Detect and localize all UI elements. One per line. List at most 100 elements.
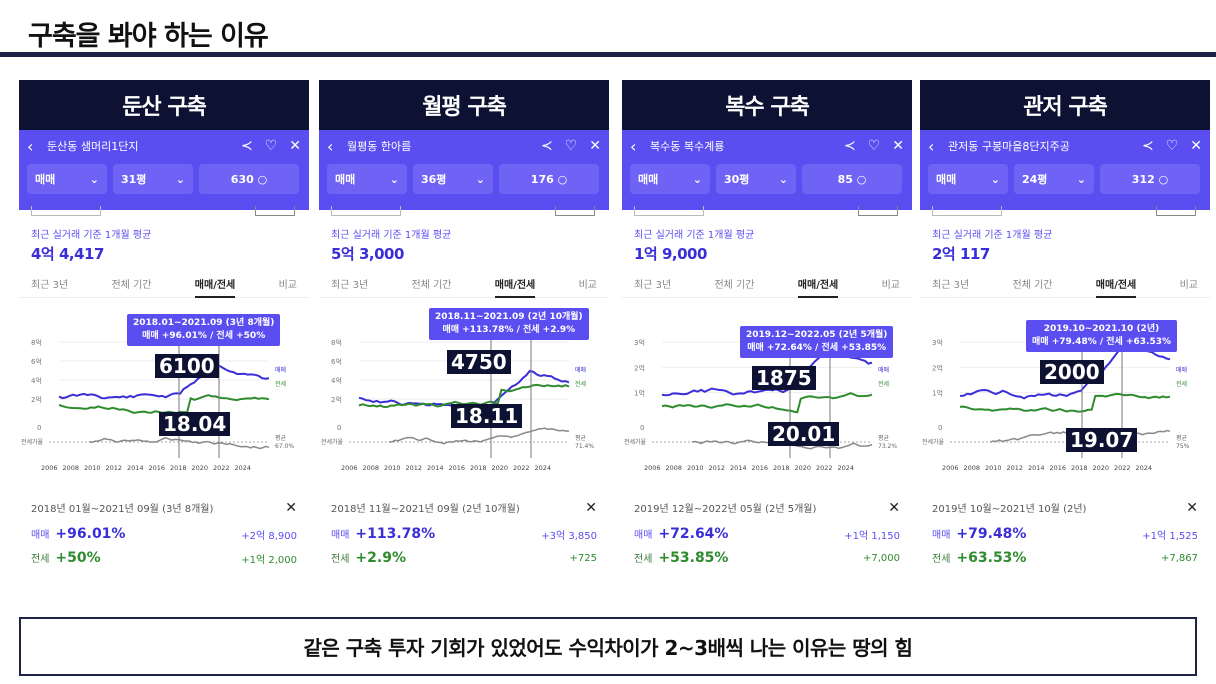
app-screenshot-header: ‹ 복수동 복수계룡 ≺ ♡ ✕ 매매 ⌄ 30평 ⌄ 85 <box>622 130 912 210</box>
avg-value: 73.2% <box>878 443 897 450</box>
sale-change-row: 매매 +96.01% +2억 8,900 <box>19 522 309 546</box>
tab-recent-3y[interactable]: 최근 3년 <box>31 280 69 291</box>
y-tick-label: 0 <box>938 424 942 432</box>
back-icon[interactable]: ‹ <box>630 136 637 156</box>
price-annotation: 1875 <box>752 366 816 390</box>
y-tick-label: 1억 <box>932 390 943 398</box>
x-tick-label: 2022 <box>1114 464 1131 472</box>
legend-sale: 매매 <box>1176 366 1187 374</box>
tab-recent-3y[interactable]: 최근 3년 <box>634 280 672 291</box>
comparison-panel: 관저 구축 ‹ 관저동 구봉마을8단지주공 ≺ ♡ ✕ 매매 ⌄ 24평 ⌄ <box>920 80 1210 585</box>
tab-compare[interactable]: 비교 <box>1179 280 1198 291</box>
price-chart: 8억 6억 4억 2억 0 매매 전세 전세가율 평균 67.0% 2006 2008 2010 2012… <box>19 298 309 488</box>
bell-icon[interactable]: ♡ <box>564 138 578 154</box>
x-tick-label: 2016 <box>149 464 166 472</box>
tab-compare[interactable]: 비교 <box>578 280 597 291</box>
lease-change-row: 전세 +2.9% +725 <box>319 546 609 570</box>
tab-all-period[interactable]: 전체 기간 <box>411 280 452 291</box>
x-tick-label: 2016 <box>1050 464 1067 472</box>
tab-recent-3y[interactable]: 최근 3년 <box>932 280 970 291</box>
panel-header: 월평 구축 <box>319 80 609 130</box>
average-price: 2억 117 <box>932 245 990 263</box>
households-badge[interactable]: 630 ○ <box>199 164 299 194</box>
tab-compare[interactable]: 비교 <box>278 280 297 291</box>
close-icon[interactable]: ✕ <box>1190 138 1202 154</box>
chevron-down-icon: ⌄ <box>475 172 485 186</box>
chat-icon: ○ <box>1154 172 1169 186</box>
households-badge[interactable]: 85 ○ <box>802 164 902 194</box>
share-icon[interactable]: ≺ <box>540 138 553 154</box>
avg-label: 평균 <box>1176 434 1188 442</box>
average-price: 5억 3,000 <box>331 245 404 263</box>
households-badge[interactable]: 176 ○ <box>499 164 599 194</box>
deal-type-value: 매매 <box>936 173 957 186</box>
x-tick-label: 2014 <box>730 464 747 472</box>
period-tooltip: 2019.12~2022.05 (2년 5개월) 매매 +72.64% / 전세… <box>740 326 894 358</box>
share-icon[interactable]: ≺ <box>1141 138 1154 154</box>
y-tick-label: 8억 <box>331 339 342 347</box>
sale-label: 매매 <box>331 530 350 541</box>
sale-change-row: 매매 +72.64% +1억 1,150 <box>622 522 912 546</box>
price-subtitle: 최근 실거래 기준 1개월 평균 <box>331 230 452 241</box>
app-screenshot-header: ‹ 월평동 한아름 ≺ ♡ ✕ 매매 ⌄ 36평 ⌄ 176 <box>319 130 609 210</box>
size-select[interactable]: 30평 ⌄ <box>716 164 796 194</box>
x-tick-label: 2008 <box>964 464 981 472</box>
avg-label: 평균 <box>275 434 287 442</box>
sale-amount: +1억 1,150 <box>844 530 900 542</box>
period-range: 2018년 01월~2021년 09월 (3년 8개월) <box>31 504 214 515</box>
deal-type-select[interactable]: 매매 ⌄ <box>630 164 710 194</box>
size-select[interactable]: 36평 ⌄ <box>413 164 493 194</box>
close-icon[interactable]: ✕ <box>285 500 297 516</box>
chevron-down-icon: ⌄ <box>175 172 185 186</box>
apartment-name: 복수동 복수계룡 <box>650 140 725 153</box>
share-icon[interactable]: ≺ <box>843 138 856 154</box>
close-icon[interactable]: ✕ <box>888 500 900 516</box>
tab-compare[interactable]: 비교 <box>881 280 900 291</box>
households-value: 176 <box>530 172 554 186</box>
tooltip-detail: 매매 +96.01% / 전세 +50% <box>142 331 266 341</box>
tab-sale-lease[interactable]: 매매/전세 <box>797 276 839 298</box>
close-icon[interactable]: ✕ <box>589 138 601 154</box>
bell-icon[interactable]: ♡ <box>1165 138 1179 154</box>
period-summary: 2018년 01월~2021년 09월 (3년 8개월) ✕ <box>19 488 309 522</box>
lease-ratio-label: 전세가율 <box>321 438 344 446</box>
x-tick-label: 2018 <box>470 464 487 472</box>
sale-amount: +1억 1,525 <box>1142 530 1198 542</box>
x-tick-label: 2010 <box>84 464 101 472</box>
lease-label: 전세 <box>331 554 350 565</box>
back-icon[interactable]: ‹ <box>27 136 34 156</box>
tab-recent-3y[interactable]: 최근 3년 <box>331 280 369 291</box>
bell-icon[interactable]: ♡ <box>867 138 881 154</box>
lease-change-row: 전세 +53.85% +7,000 <box>622 546 912 570</box>
tab-all-period[interactable]: 전체 기간 <box>714 280 755 291</box>
period-tooltip: 2018.01~2021.09 (3년 8개월) 매매 +96.01% / 전세… <box>127 314 281 346</box>
bell-icon[interactable]: ♡ <box>264 138 278 154</box>
back-icon[interactable]: ‹ <box>327 136 334 156</box>
size-select[interactable]: 31평 ⌄ <box>113 164 193 194</box>
chart-tabs: 최근 3년 전체 기간 매매/전세 비교 <box>920 264 1210 298</box>
households-badge[interactable]: 312 ○ <box>1100 164 1200 194</box>
tab-sale-lease[interactable]: 매매/전세 <box>1095 276 1137 298</box>
sale-change-row: 매매 +113.78% +3억 3,850 <box>319 522 609 546</box>
chevron-down-icon: ⌄ <box>990 172 1000 186</box>
back-icon[interactable]: ‹ <box>928 136 935 156</box>
close-icon[interactable]: ✕ <box>892 138 904 154</box>
tab-sale-lease[interactable]: 매매/전세 <box>494 276 536 298</box>
tab-all-period[interactable]: 전체 기간 <box>1012 280 1053 291</box>
lease-percent: +50% <box>55 550 101 566</box>
deal-type-select[interactable]: 매매 ⌄ <box>928 164 1008 194</box>
close-icon[interactable]: ✕ <box>585 500 597 516</box>
size-select[interactable]: 24평 ⌄ <box>1014 164 1094 194</box>
tab-all-period[interactable]: 전체 기간 <box>111 280 152 291</box>
close-icon[interactable]: ✕ <box>1186 500 1198 516</box>
deal-type-select[interactable]: 매매 ⌄ <box>27 164 107 194</box>
x-tick-label: 2020 <box>192 464 209 472</box>
share-icon[interactable]: ≺ <box>240 138 253 154</box>
deal-type-select[interactable]: 매매 ⌄ <box>327 164 407 194</box>
lease-amount: +7,000 <box>862 552 900 564</box>
page-title: 구축을 봐야 하는 이유 <box>28 21 269 52</box>
tab-sale-lease[interactable]: 매매/전세 <box>194 276 236 298</box>
x-tick-label: 2006 <box>644 464 661 472</box>
lease-amount: +725 <box>569 552 597 564</box>
close-icon[interactable]: ✕ <box>289 138 301 154</box>
